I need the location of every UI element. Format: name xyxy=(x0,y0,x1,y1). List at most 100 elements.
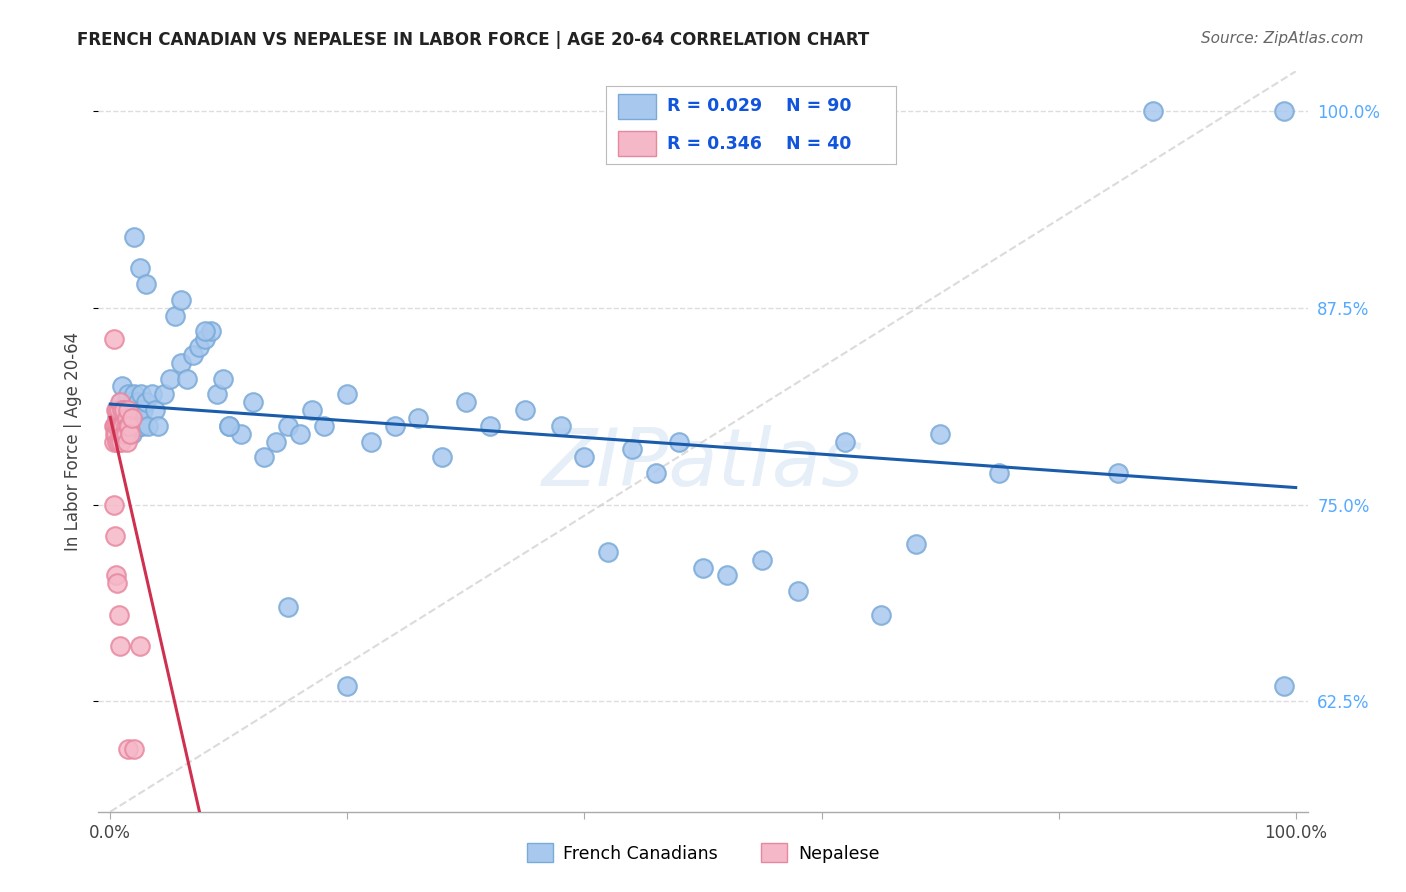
Point xyxy=(129,387,152,401)
Point xyxy=(432,450,454,465)
Point xyxy=(115,434,138,449)
Point xyxy=(454,395,477,409)
Point xyxy=(136,418,159,433)
Point xyxy=(143,403,166,417)
Point xyxy=(117,418,139,433)
Point xyxy=(253,450,276,465)
Point xyxy=(111,418,134,433)
Point xyxy=(117,418,139,433)
Point xyxy=(122,741,145,756)
Point xyxy=(125,418,148,433)
Legend: French Canadians, Nepalese: French Canadians, Nepalese xyxy=(520,837,886,870)
Point xyxy=(692,560,714,574)
Point xyxy=(122,387,145,401)
Point xyxy=(104,418,127,433)
Point xyxy=(188,340,211,354)
Point xyxy=(229,426,252,441)
Point xyxy=(478,418,501,433)
Point xyxy=(141,387,163,401)
Point xyxy=(165,309,187,323)
Point xyxy=(105,576,128,591)
Point xyxy=(146,418,169,433)
Point xyxy=(574,450,596,465)
Point xyxy=(205,387,228,401)
Point xyxy=(288,426,311,441)
Point xyxy=(129,418,152,433)
Point xyxy=(218,418,240,433)
Point xyxy=(107,403,129,417)
Point xyxy=(550,418,572,433)
Point xyxy=(104,418,127,433)
Point xyxy=(1107,466,1129,480)
Point xyxy=(110,434,132,449)
Point xyxy=(112,403,135,417)
Point xyxy=(905,537,928,551)
Point xyxy=(515,403,537,417)
Point xyxy=(105,403,128,417)
Point xyxy=(1272,679,1295,693)
Point xyxy=(159,371,181,385)
Point xyxy=(120,403,142,417)
Point xyxy=(112,418,135,433)
Point xyxy=(218,418,240,433)
Point xyxy=(128,418,150,433)
Point xyxy=(751,552,773,566)
Point xyxy=(121,426,143,441)
Point xyxy=(644,466,666,480)
Point xyxy=(336,387,359,401)
Text: Source: ZipAtlas.com: Source: ZipAtlas.com xyxy=(1201,31,1364,46)
Point xyxy=(111,403,134,417)
Point xyxy=(124,403,146,417)
Point xyxy=(716,568,738,582)
Point xyxy=(1272,103,1295,118)
Point xyxy=(786,584,808,599)
Point xyxy=(360,434,382,449)
Point xyxy=(668,434,690,449)
Point xyxy=(194,332,217,346)
Point xyxy=(121,395,143,409)
Point xyxy=(127,395,149,409)
Point xyxy=(103,418,125,433)
Point xyxy=(110,395,132,409)
Point xyxy=(114,426,136,441)
Point xyxy=(242,395,264,409)
Point xyxy=(104,426,127,441)
Point xyxy=(114,403,136,417)
Point xyxy=(114,426,136,441)
Point xyxy=(129,640,152,654)
Point xyxy=(108,640,131,654)
Point xyxy=(200,324,222,338)
Point xyxy=(170,356,193,370)
Point xyxy=(121,411,143,425)
Point xyxy=(115,411,138,425)
Point xyxy=(114,395,136,409)
Point xyxy=(869,607,891,622)
Point xyxy=(122,229,145,244)
Point xyxy=(117,403,139,417)
Point xyxy=(105,568,128,582)
Point xyxy=(135,395,157,409)
Point xyxy=(107,403,129,417)
Point xyxy=(108,418,131,433)
Point xyxy=(120,426,142,441)
Point xyxy=(105,434,128,449)
Point xyxy=(114,426,136,441)
Point xyxy=(1142,103,1164,118)
Point xyxy=(117,741,139,756)
Point xyxy=(104,529,127,543)
Point xyxy=(107,418,129,433)
Point xyxy=(929,426,952,441)
Point xyxy=(121,403,143,417)
Point xyxy=(301,403,323,417)
Point xyxy=(277,418,299,433)
Point xyxy=(115,411,138,425)
Y-axis label: In Labor Force | Age 20-64: In Labor Force | Age 20-64 xyxy=(65,332,83,551)
Point xyxy=(152,387,174,401)
Point xyxy=(312,418,335,433)
Point xyxy=(408,411,430,425)
Text: ZIPatlas: ZIPatlas xyxy=(541,425,865,503)
Text: FRENCH CANADIAN VS NEPALESE IN LABOR FORCE | AGE 20-64 CORRELATION CHART: FRENCH CANADIAN VS NEPALESE IN LABOR FOR… xyxy=(77,31,869,49)
Point xyxy=(118,418,141,433)
Point xyxy=(107,434,129,449)
Point xyxy=(105,403,128,417)
